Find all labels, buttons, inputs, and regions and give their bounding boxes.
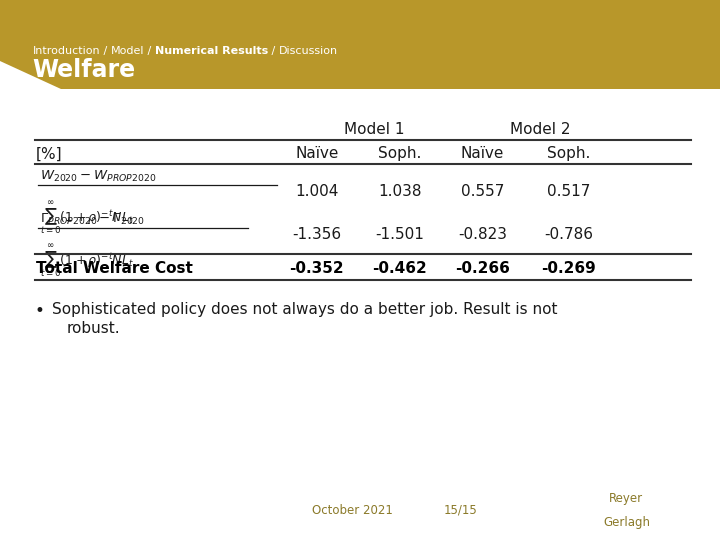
Text: Naïve: Naïve <box>461 146 504 161</box>
Text: Reyer: Reyer <box>609 492 644 505</box>
Text: Introduction: Introduction <box>32 46 100 56</box>
Text: [%]: [%] <box>36 146 63 161</box>
Text: 1.038: 1.038 <box>378 184 421 199</box>
Text: /: / <box>269 46 279 56</box>
Text: Soph.: Soph. <box>547 146 590 161</box>
Text: 0.517: 0.517 <box>547 184 590 199</box>
Text: Sophisticated policy does not always do a better job. Result is not: Sophisticated policy does not always do … <box>52 302 557 318</box>
Text: October 2021: October 2021 <box>312 504 393 517</box>
Text: -0.823: -0.823 <box>458 227 507 242</box>
Text: -0.266: -0.266 <box>455 261 510 276</box>
Text: Naïve: Naïve <box>295 146 338 161</box>
Text: $\Gamma_{PROP2020}-\Gamma_{2020}$: $\Gamma_{PROP2020}-\Gamma_{2020}$ <box>40 212 145 227</box>
Text: -0.269: -0.269 <box>541 261 596 276</box>
Text: $W_{2020}-W_{PROP2020}$: $W_{2020}-W_{PROP2020}$ <box>40 168 156 184</box>
Text: Gerlagh: Gerlagh <box>603 516 650 529</box>
Text: robust.: robust. <box>66 321 120 336</box>
Text: 1.004: 1.004 <box>295 184 338 199</box>
Text: -0.786: -0.786 <box>544 227 593 242</box>
Text: 0.557: 0.557 <box>461 184 504 199</box>
Text: /: / <box>144 46 155 56</box>
Text: Welfare: Welfare <box>32 58 135 82</box>
Text: $\sum_{t=0}^{\infty}(1+\rho)^{-t}NL_t$: $\sum_{t=0}^{\infty}(1+\rho)^{-t}NL_t$ <box>40 200 134 237</box>
Text: Discussion: Discussion <box>279 46 338 56</box>
Text: -1.501: -1.501 <box>375 227 424 242</box>
Text: 15/15: 15/15 <box>444 504 477 517</box>
Text: Total Welfare Cost: Total Welfare Cost <box>36 261 193 276</box>
Text: Model: Model <box>111 46 144 56</box>
Text: /: / <box>100 46 111 56</box>
Text: -0.462: -0.462 <box>372 261 427 276</box>
Text: Numerical Results: Numerical Results <box>155 46 269 56</box>
Text: $\sum_{t=0}^{\infty}(1+\rho)^{-t}NL_t$: $\sum_{t=0}^{\infty}(1+\rho)^{-t}NL_t$ <box>40 243 134 280</box>
Text: Model 2: Model 2 <box>510 122 570 137</box>
Text: Model 1: Model 1 <box>344 122 405 137</box>
Text: •: • <box>35 302 45 320</box>
Text: Soph.: Soph. <box>378 146 421 161</box>
Text: -1.356: -1.356 <box>292 227 341 242</box>
Text: -0.352: -0.352 <box>289 261 344 276</box>
